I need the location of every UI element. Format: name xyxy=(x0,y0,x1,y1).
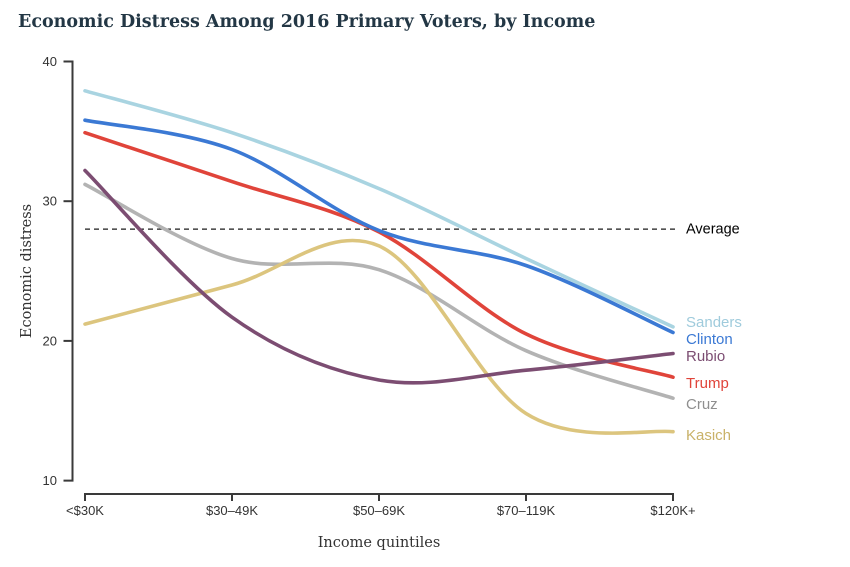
y-axis-title: Economic distress xyxy=(19,204,35,338)
series-label-kasich: Kasich xyxy=(686,427,731,444)
series-line-rubio xyxy=(83,168,675,385)
x-tick-label-3: $70–119K xyxy=(497,503,556,518)
y-axis xyxy=(63,60,74,482)
series-line-cruz xyxy=(83,182,675,400)
series-label-sanders: Sanders xyxy=(686,314,742,331)
series-line-sanders xyxy=(83,89,675,329)
series-label-clinton: Clinton xyxy=(686,331,733,348)
series-label-rubio: Rubio xyxy=(686,348,725,365)
series-line-clinton xyxy=(83,118,675,335)
average-line-group: Average xyxy=(85,222,740,238)
series-line-trump xyxy=(83,130,675,379)
x-axis-title: Income quintiles xyxy=(318,535,441,551)
y-tick-label-30: 30 xyxy=(43,194,57,209)
series-label-cruz: Cruz xyxy=(686,396,718,413)
x-tick-label-2: $50–69K xyxy=(353,503,405,518)
chart-title: Economic Distress Among 2016 Primary Vot… xyxy=(18,12,595,32)
x-tick-label-0: <$30K xyxy=(66,503,104,518)
series-label-trump: Trump xyxy=(686,375,729,392)
series-line-kasich xyxy=(83,238,675,435)
series-lines xyxy=(83,89,675,435)
y-tick-label-40: 40 xyxy=(43,54,57,69)
x-tick-label-1: $30–49K xyxy=(206,503,258,518)
y-tick-label-20: 20 xyxy=(43,333,57,348)
average-label: Average xyxy=(686,222,740,238)
y-tick-label-10: 10 xyxy=(43,473,57,488)
axes: 10 20 30 40 <$30K $30–49K $50–69K $70–119K $120K… xyxy=(43,54,696,518)
x-tick-label-4: $120K+ xyxy=(650,503,695,518)
